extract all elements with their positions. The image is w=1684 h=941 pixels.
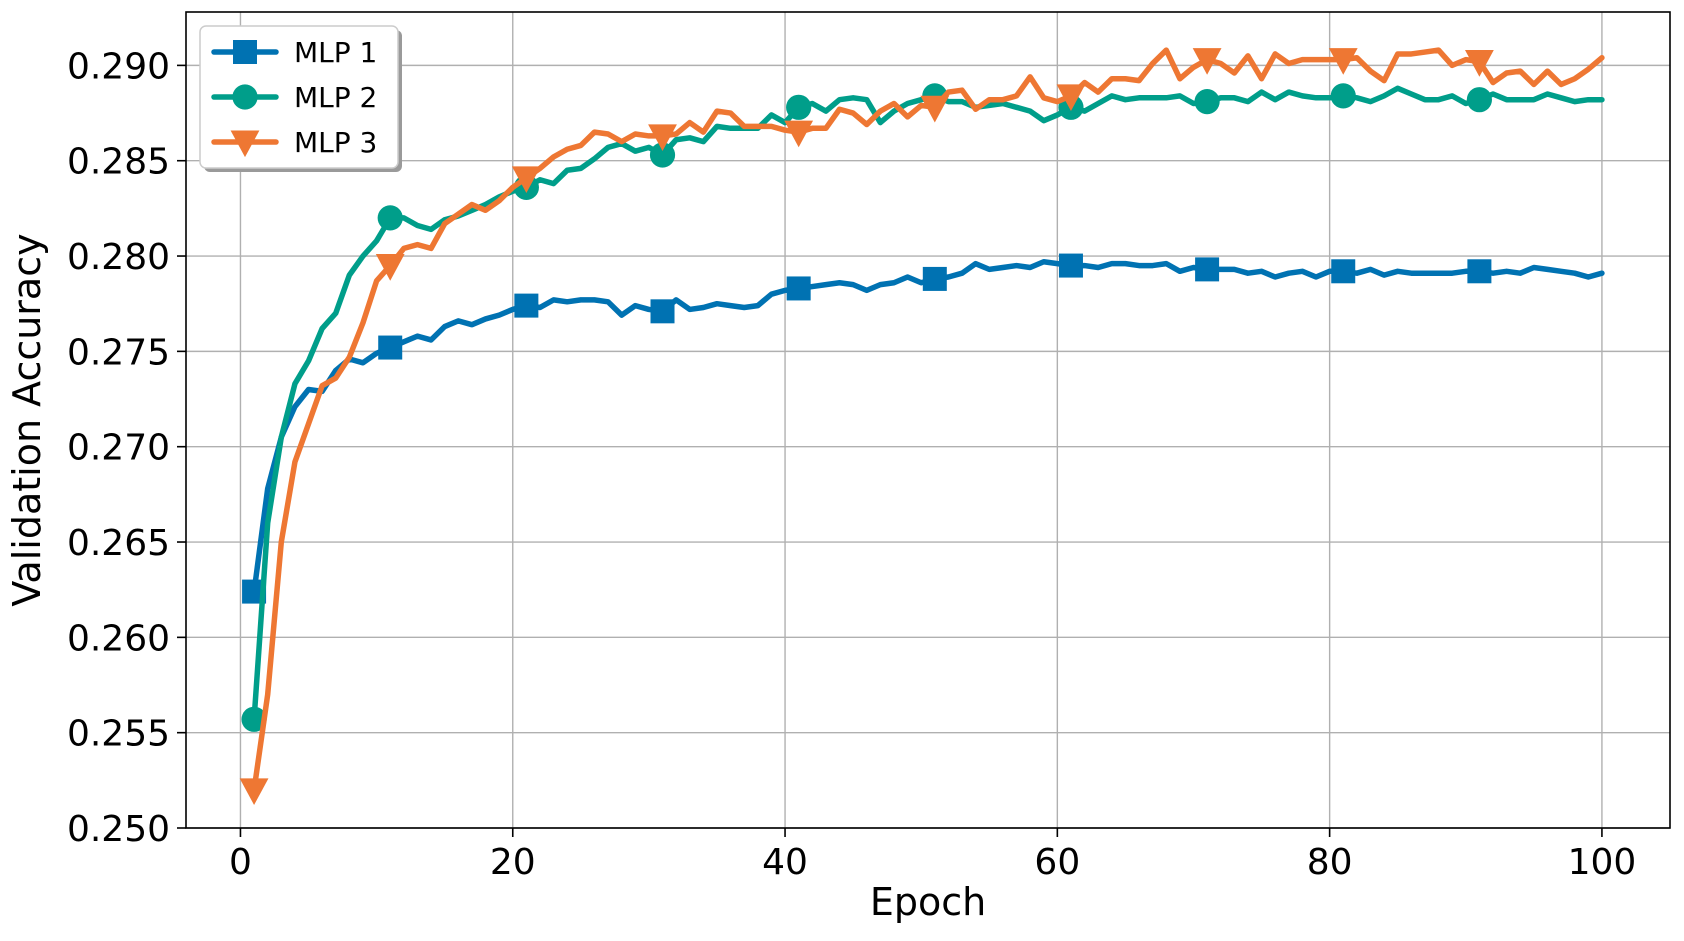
axis-ticks: 0 20 40 60 80 100 0.250 0.255 0.260 0.265 0.270 0.2… (67, 46, 1636, 883)
data-point-marker (1466, 87, 1492, 113)
legend-item-2: MLP 2 (211, 81, 377, 114)
legend-label: MLP 3 (294, 126, 377, 159)
data-point-marker (511, 166, 541, 193)
plot-frame (185, 11, 1671, 829)
data-point-marker (784, 120, 814, 148)
x-tick-label: 60 (1034, 842, 1080, 883)
legend-marker (230, 130, 260, 158)
x-tick-label: 100 (1568, 842, 1637, 883)
y-tick-label: 0.275 (67, 332, 170, 373)
x-tick-label: 0 (229, 842, 252, 883)
legend-marker (233, 40, 257, 64)
y-tick-label: 0.270 (67, 428, 170, 469)
legend-item-3: MLP 3 (211, 126, 377, 159)
data-point-marker (1464, 50, 1494, 77)
data-point-marker (920, 95, 950, 123)
x-tick-label: 20 (490, 842, 536, 883)
data-point-marker (649, 142, 676, 168)
data-point-marker (786, 94, 812, 120)
series-3 (239, 47, 1605, 805)
legend-label: MLP 1 (294, 36, 377, 69)
series-layer (239, 47, 1605, 805)
data-point-marker (1056, 84, 1086, 112)
y-tick-label: 0.280 (67, 237, 170, 278)
series-1 (242, 253, 1605, 604)
y-tick-label: 0.255 (67, 714, 170, 755)
data-point-marker (241, 706, 267, 732)
series-line (251, 85, 1605, 723)
data-point-marker (650, 299, 675, 324)
data-point-marker (1058, 253, 1083, 278)
x-axis-title: Epoch (870, 880, 986, 924)
data-point-marker (786, 276, 811, 301)
legend-marker (232, 84, 258, 110)
data-point-marker (378, 335, 403, 360)
data-point-marker (1328, 48, 1358, 75)
data-point-marker (922, 266, 947, 291)
gridlines (186, 12, 1670, 829)
data-point-marker (377, 205, 403, 231)
y-tick-label: 0.285 (67, 142, 170, 183)
legend-label: MLP 2 (294, 81, 377, 114)
y-axis-title: Validation Accuracy (5, 233, 49, 606)
data-point-marker (1194, 89, 1220, 115)
data-point-marker (1467, 259, 1492, 284)
y-tick-label: 0.260 (67, 618, 170, 659)
series-2 (241, 83, 1605, 732)
x-tick-label: 40 (762, 842, 808, 883)
data-point-marker (1330, 83, 1356, 109)
y-tick-label: 0.250 (67, 809, 170, 850)
y-tick-label: 0.265 (67, 523, 170, 564)
y-tick-label: 0.290 (67, 46, 170, 87)
x-tick-label: 80 (1307, 842, 1353, 883)
legend-item-1: MLP 1 (211, 36, 377, 69)
data-point-marker (1192, 48, 1222, 75)
legend: MLP 1 MLP 2 MLP 3 (199, 25, 402, 172)
data-point-marker (648, 124, 677, 152)
data-point-marker (239, 778, 269, 805)
data-point-marker (375, 254, 405, 281)
data-point-marker (1195, 257, 1220, 282)
data-point-marker (1331, 259, 1356, 284)
data-point-marker (514, 293, 539, 318)
